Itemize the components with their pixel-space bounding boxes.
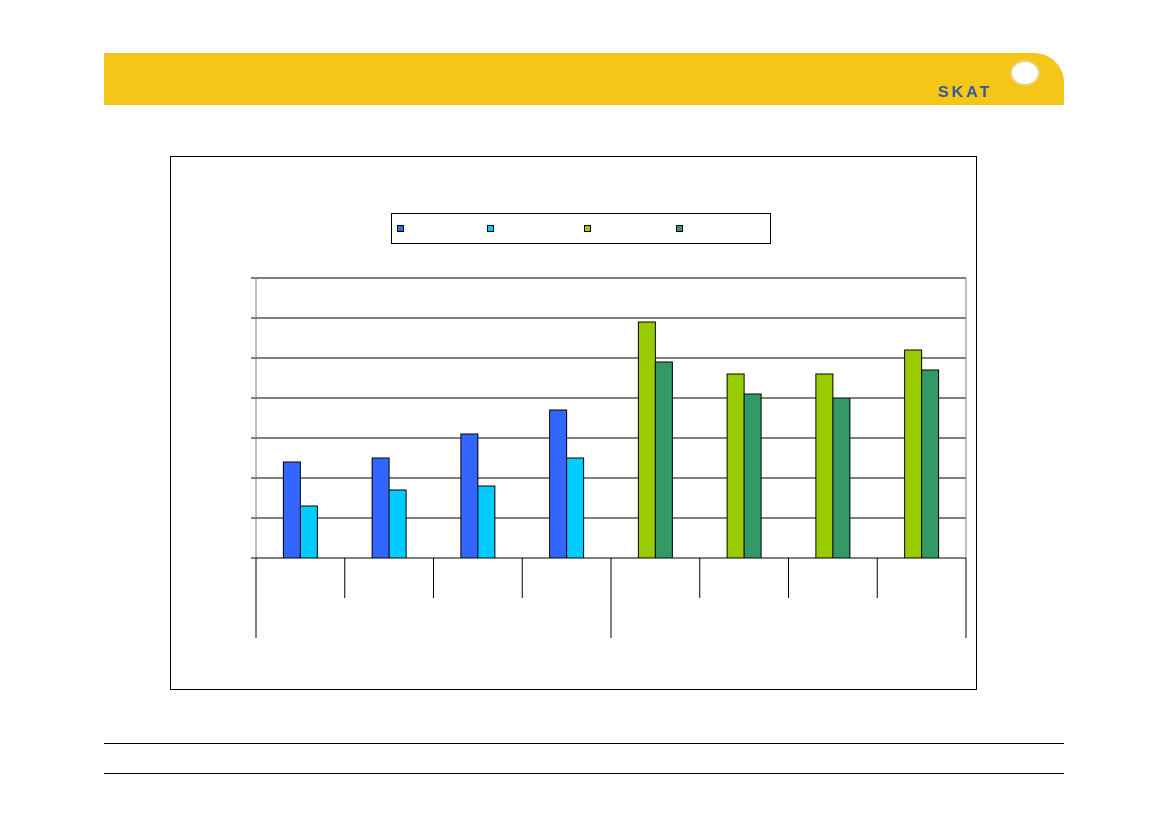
legend-swatch-series-2 — [487, 225, 494, 232]
bar-series-2-cat-3 — [477, 485, 496, 559]
skat-logo: SKAT — [938, 58, 1040, 102]
legend-swatch-series-3 — [584, 225, 591, 232]
bar-series-3-cat-7 — [815, 373, 834, 559]
bar-series-2-cat-2 — [388, 489, 407, 559]
bar-series-4-cat-8 — [921, 369, 940, 559]
logo-text: SKAT — [938, 84, 993, 101]
bar-series-3-cat-6 — [726, 373, 745, 559]
bar-series-1-cat-4 — [549, 409, 568, 559]
legend-swatch-series-1 — [397, 225, 404, 232]
legend-swatch-series-4 — [676, 225, 683, 232]
bar-series-3-cat-5 — [637, 321, 656, 559]
bar-series-2-cat-1 — [299, 505, 318, 559]
header-band — [104, 53, 1064, 105]
chart-legend — [391, 213, 771, 244]
footer-rule-bottom — [104, 773, 1064, 774]
bar-series-4-cat-5 — [654, 361, 673, 559]
crown-seal-icon — [1010, 60, 1040, 86]
bar-series-3-cat-8 — [904, 349, 923, 559]
bar-series-1-cat-2 — [371, 457, 390, 559]
bar-series-4-cat-6 — [743, 393, 762, 559]
footer-rule-top — [104, 743, 1064, 744]
bar-series-1-cat-1 — [282, 461, 301, 559]
bar-series-1-cat-3 — [460, 433, 479, 559]
bar-series-4-cat-7 — [832, 397, 851, 559]
bar-series-2-cat-4 — [566, 457, 585, 559]
